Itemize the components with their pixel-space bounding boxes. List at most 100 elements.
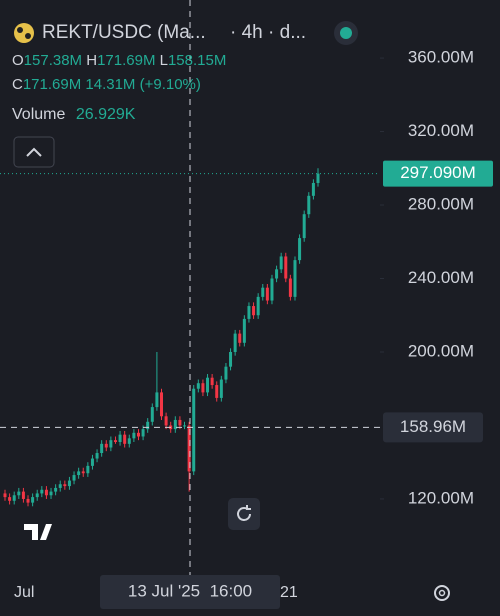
candle-body — [229, 351, 233, 367]
candle-body — [224, 366, 228, 380]
candle-body — [311, 182, 315, 196]
candle-body — [173, 419, 177, 430]
collapse-button[interactable] — [13, 136, 55, 168]
volume-value: 26.929K — [76, 106, 136, 123]
y-tick-label: 120.00M — [408, 488, 474, 507]
ohlc-value: 158.15M — [168, 52, 226, 69]
candle-body — [150, 407, 154, 422]
candle-body — [31, 497, 35, 503]
candle-body — [100, 443, 104, 454]
ohlc-value: 157.38M — [24, 52, 82, 69]
candle-body — [113, 440, 117, 442]
candle-body — [8, 497, 12, 501]
candle-body — [252, 306, 256, 316]
candle-body — [127, 438, 131, 444]
ohlc-value: 171.69M — [23, 76, 81, 93]
candle-body — [95, 453, 99, 459]
settings-icon[interactable] — [434, 585, 450, 601]
candle-body — [242, 318, 246, 343]
ohlc-key: L — [160, 52, 168, 69]
candle-body — [210, 377, 214, 386]
candle-body — [54, 487, 58, 492]
candle-body — [109, 440, 113, 448]
candle-body — [206, 377, 210, 393]
status-dot — [340, 27, 352, 39]
symbol-logo — [14, 23, 34, 43]
candle-body — [261, 287, 265, 297]
collapse-icon — [26, 147, 42, 157]
candle-body — [233, 333, 237, 352]
last-price-box — [383, 160, 493, 187]
volume-label: Volume — [12, 106, 65, 123]
candle-body — [86, 465, 90, 474]
volume-line: Volume 26.929K — [12, 106, 136, 123]
y-tick-label: 360.00M — [408, 48, 474, 67]
candle-body — [17, 491, 21, 496]
candle-body — [219, 379, 223, 398]
candle-body — [146, 421, 150, 430]
symbol[interactable]: REKT/USDC (Ma... — [42, 22, 206, 43]
interval[interactable]: · 4h · d... — [230, 22, 306, 43]
candle-body — [136, 432, 140, 437]
symbol-logo-dot — [25, 33, 31, 39]
candle-body — [284, 256, 288, 279]
x-tick-label: 21 — [280, 584, 298, 601]
candle-body — [77, 471, 81, 476]
candle-body — [187, 425, 191, 472]
plot: 360.00M 320.00M 280.00M 240.00M 200.00M 120.0… — [0, 0, 493, 609]
x-tick-label: Jul — [14, 584, 34, 601]
candle-body — [316, 173, 320, 183]
candle-body — [3, 493, 7, 498]
candle-body — [164, 416, 168, 426]
change-pct: (+9.10%) — [140, 76, 201, 93]
candle-body — [90, 458, 94, 466]
candle-body — [265, 287, 269, 301]
ohlc-key: H — [86, 52, 97, 69]
crosshair-x-box — [100, 575, 280, 609]
candle-body — [270, 278, 274, 301]
change: 14.31M — [85, 76, 135, 93]
candle-body — [21, 491, 25, 499]
symbol-logo-dot — [17, 27, 23, 33]
close-line: C171.69M 14.31M (+9.10%) — [12, 76, 201, 93]
candle-body — [293, 260, 297, 297]
candle-body — [118, 434, 122, 442]
candle-body — [141, 429, 145, 437]
candle-body — [67, 480, 71, 487]
candle-body — [12, 495, 16, 501]
candle-body — [196, 383, 200, 389]
candle-body — [72, 475, 76, 481]
reset-button[interactable] — [228, 498, 260, 530]
candle-body — [238, 333, 242, 343]
candle-body — [160, 392, 163, 417]
candle-body — [192, 388, 196, 472]
candle-body — [183, 425, 187, 427]
candle-body — [288, 278, 292, 297]
tv-logo[interactable] — [24, 524, 52, 540]
candle-body — [279, 256, 283, 270]
candle-body — [63, 484, 67, 487]
candle-body — [178, 419, 182, 426]
candle-body — [49, 491, 53, 496]
candle-body — [307, 195, 311, 215]
last-price-label: 297.090M — [400, 163, 476, 182]
ohlc-key: C — [12, 76, 23, 93]
candle-body — [247, 306, 251, 319]
y-tick-label: 200.00M — [408, 341, 474, 360]
ohlc-line: O157.38M H171.69M L158.15M — [12, 52, 226, 69]
candle-body — [35, 493, 39, 498]
y-tick-label: 240.00M — [408, 268, 474, 287]
ohlc-key: O — [12, 52, 24, 69]
candle-body — [201, 383, 205, 393]
crosshair-y-label: 158.96M — [400, 417, 466, 436]
candle-body — [44, 489, 48, 496]
y-tick-label: 280.00M — [408, 195, 474, 214]
ohlc-value: 171.69M — [97, 52, 155, 69]
candle-body — [40, 489, 44, 494]
settings-icon-center — [438, 589, 446, 597]
candle-body — [256, 296, 260, 316]
candle-body — [298, 238, 302, 261]
reset-icon — [237, 505, 251, 521]
candle-body — [275, 269, 279, 279]
